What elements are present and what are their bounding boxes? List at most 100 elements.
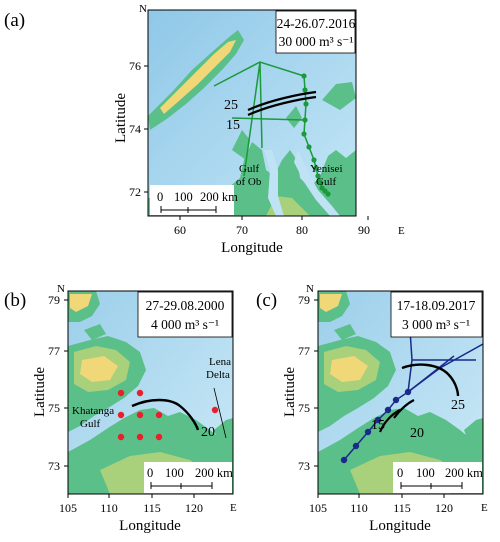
panel-a-lat-tick: 72 <box>129 185 141 199</box>
station-dot <box>302 87 308 93</box>
panel-c-scalebar-bg <box>393 462 482 493</box>
panel-b-stations <box>117 389 219 441</box>
panel-c-scalebar-0: 0 <box>397 466 403 480</box>
panel-b-isohaline-label-20: 20 <box>201 425 215 440</box>
panel-c-scalebar-100: 100 <box>416 466 435 480</box>
station-dot <box>306 144 312 150</box>
panel-c-island <box>334 324 356 340</box>
panel-b-lat-tick: 75 <box>48 401 60 415</box>
panel-c-isohaline-label-25: 25 <box>451 398 465 413</box>
panel-a-scalebar-100: 100 <box>174 190 193 204</box>
panel-c-lon-tick: 115 <box>393 501 411 515</box>
station-dot <box>302 117 308 123</box>
panel-a-place-gulf: Gulf <box>239 163 260 175</box>
panel-a-lat-tick: 74 <box>129 122 141 136</box>
panel-a-info-box-bg <box>275 10 356 54</box>
panel-a-scalebar-200: 200 km <box>200 190 238 204</box>
panel-c-lon-tick: 105 <box>309 501 327 515</box>
panel-a-north-letter: N <box>139 3 147 15</box>
panel-a-mainland <box>148 142 356 216</box>
panel-a-east-letter: E <box>398 225 405 237</box>
panel-c-lat-tick: 77 <box>298 344 310 358</box>
panel-c-lon-tick: 120 <box>435 501 453 515</box>
panel-b-place-delta: Delta <box>206 369 230 381</box>
panel-a-place-of-ob: of Ob <box>236 176 262 188</box>
station-dot <box>301 73 307 79</box>
panel-a: (a) N <box>4 3 405 256</box>
panel-b-place-gulf: Gulf <box>80 418 101 430</box>
panel-b: (b) N <box>4 283 237 534</box>
panel-c-isohaline-label-20: 20 <box>410 426 424 441</box>
panel-b-place-khatanga: Khatanga <box>72 405 114 417</box>
station-dot <box>325 191 331 197</box>
panel-a-xlabel: Longitude <box>221 240 283 256</box>
panel-c-xlabel: Longitude <box>369 518 431 534</box>
panel-c-discharge: 3 000 m³ s⁻¹ <box>402 317 470 332</box>
panel-a-isohaline-15 <box>247 95 317 117</box>
panel-b-scalebar: 0 100 200 km <box>144 462 233 493</box>
panel-b-xlabel: Longitude <box>119 518 181 534</box>
panel-c-isohaline-25 <box>401 363 460 397</box>
panel-a-isohaline-label-15: 15 <box>226 118 240 133</box>
panel-c-lat-tick: 75 <box>298 401 310 415</box>
panel-c-scalebar: 0 100 200 km <box>393 462 483 493</box>
panel-b-island <box>84 324 106 340</box>
panel-b-north-letter: N <box>57 283 65 295</box>
panel-b-scalebar-bg <box>144 462 232 493</box>
panel-a-island <box>322 82 356 110</box>
panel-b-leader-line <box>213 387 227 439</box>
panel-c-isohaline-20 <box>393 399 415 419</box>
panel-c-east-letter: E <box>481 502 488 514</box>
panel-a-lon-tick: 70 <box>236 223 248 237</box>
panel-c-stations <box>340 388 412 464</box>
panel-c-info-box: 17-18.09.2017 3 000 m³ s⁻¹ <box>390 291 483 338</box>
panel-c: (c) N <box>256 283 488 534</box>
panel-a-info-box: 24-26.07.2016 30 000 m³ s⁻¹ <box>275 10 356 54</box>
panel-a-frame <box>147 9 357 217</box>
station-dot <box>301 131 307 137</box>
panel-a-scalebar: 0 100 200 km <box>150 185 238 215</box>
panel-c-ylabel: Latitude <box>282 367 298 417</box>
panel-a-label: (a) <box>4 10 25 31</box>
station-dot <box>317 179 323 185</box>
panel-a-scalebar-0: 0 <box>157 190 163 204</box>
panel-c-lena-delta <box>464 418 483 452</box>
panel-c-frame <box>317 290 484 495</box>
panel-b-info-box-bg <box>137 291 233 338</box>
panel-b-frame <box>67 290 234 495</box>
panel-b-scalebar-100: 100 <box>165 466 184 480</box>
station-dot <box>303 101 309 107</box>
panel-b-lat-tick: 79 <box>48 293 60 307</box>
station-dot <box>313 165 319 171</box>
panel-b-byrranga <box>80 356 118 382</box>
panel-b-lon-tick: 115 <box>143 501 161 515</box>
panel-b-lena-delta <box>214 418 233 452</box>
panel-b-lat-tick: 77 <box>48 344 60 358</box>
panel-a-lon-tick: 80 <box>296 223 308 237</box>
panel-b-label: (b) <box>4 290 26 311</box>
panel-b-lat-tick: 73 <box>48 459 60 473</box>
panel-c-info-box-bg <box>390 291 483 338</box>
panel-b-scalebar-200: 200 km <box>195 466 233 480</box>
panel-a-place-yenisei-gulf: Gulf <box>316 176 337 188</box>
station-dot <box>315 173 321 179</box>
panel-a-island <box>232 130 250 160</box>
panel-a-gulf-of-ob-water <box>264 150 284 216</box>
panel-a-lon-tick: 90 <box>358 223 370 237</box>
panel-c-label: (c) <box>256 290 277 311</box>
panel-a-isohaline-25 <box>247 90 317 112</box>
panel-b-scalebar-0: 0 <box>147 466 153 480</box>
panel-c-byrranga <box>330 356 368 382</box>
panel-c-dates: 17-18.09.2017 <box>397 298 476 313</box>
panel-c-north-letter: N <box>306 283 314 295</box>
panel-a-ylabel: Latitude <box>113 93 129 143</box>
panel-a-dates: 24-26.07.2016 <box>277 16 356 31</box>
panel-a-island <box>286 106 302 128</box>
panel-c-scalebar-200: 200 km <box>445 466 483 480</box>
panel-b-discharge: 4 000 m³ s⁻¹ <box>151 317 219 332</box>
panel-c-island-ice <box>320 294 342 312</box>
panel-a-lat-tick: 76 <box>129 59 141 73</box>
panel-b-ylabel: Latitude <box>32 367 48 417</box>
panel-b-info-box: 27-29.08.2000 4 000 m³ s⁻¹ <box>137 291 233 338</box>
